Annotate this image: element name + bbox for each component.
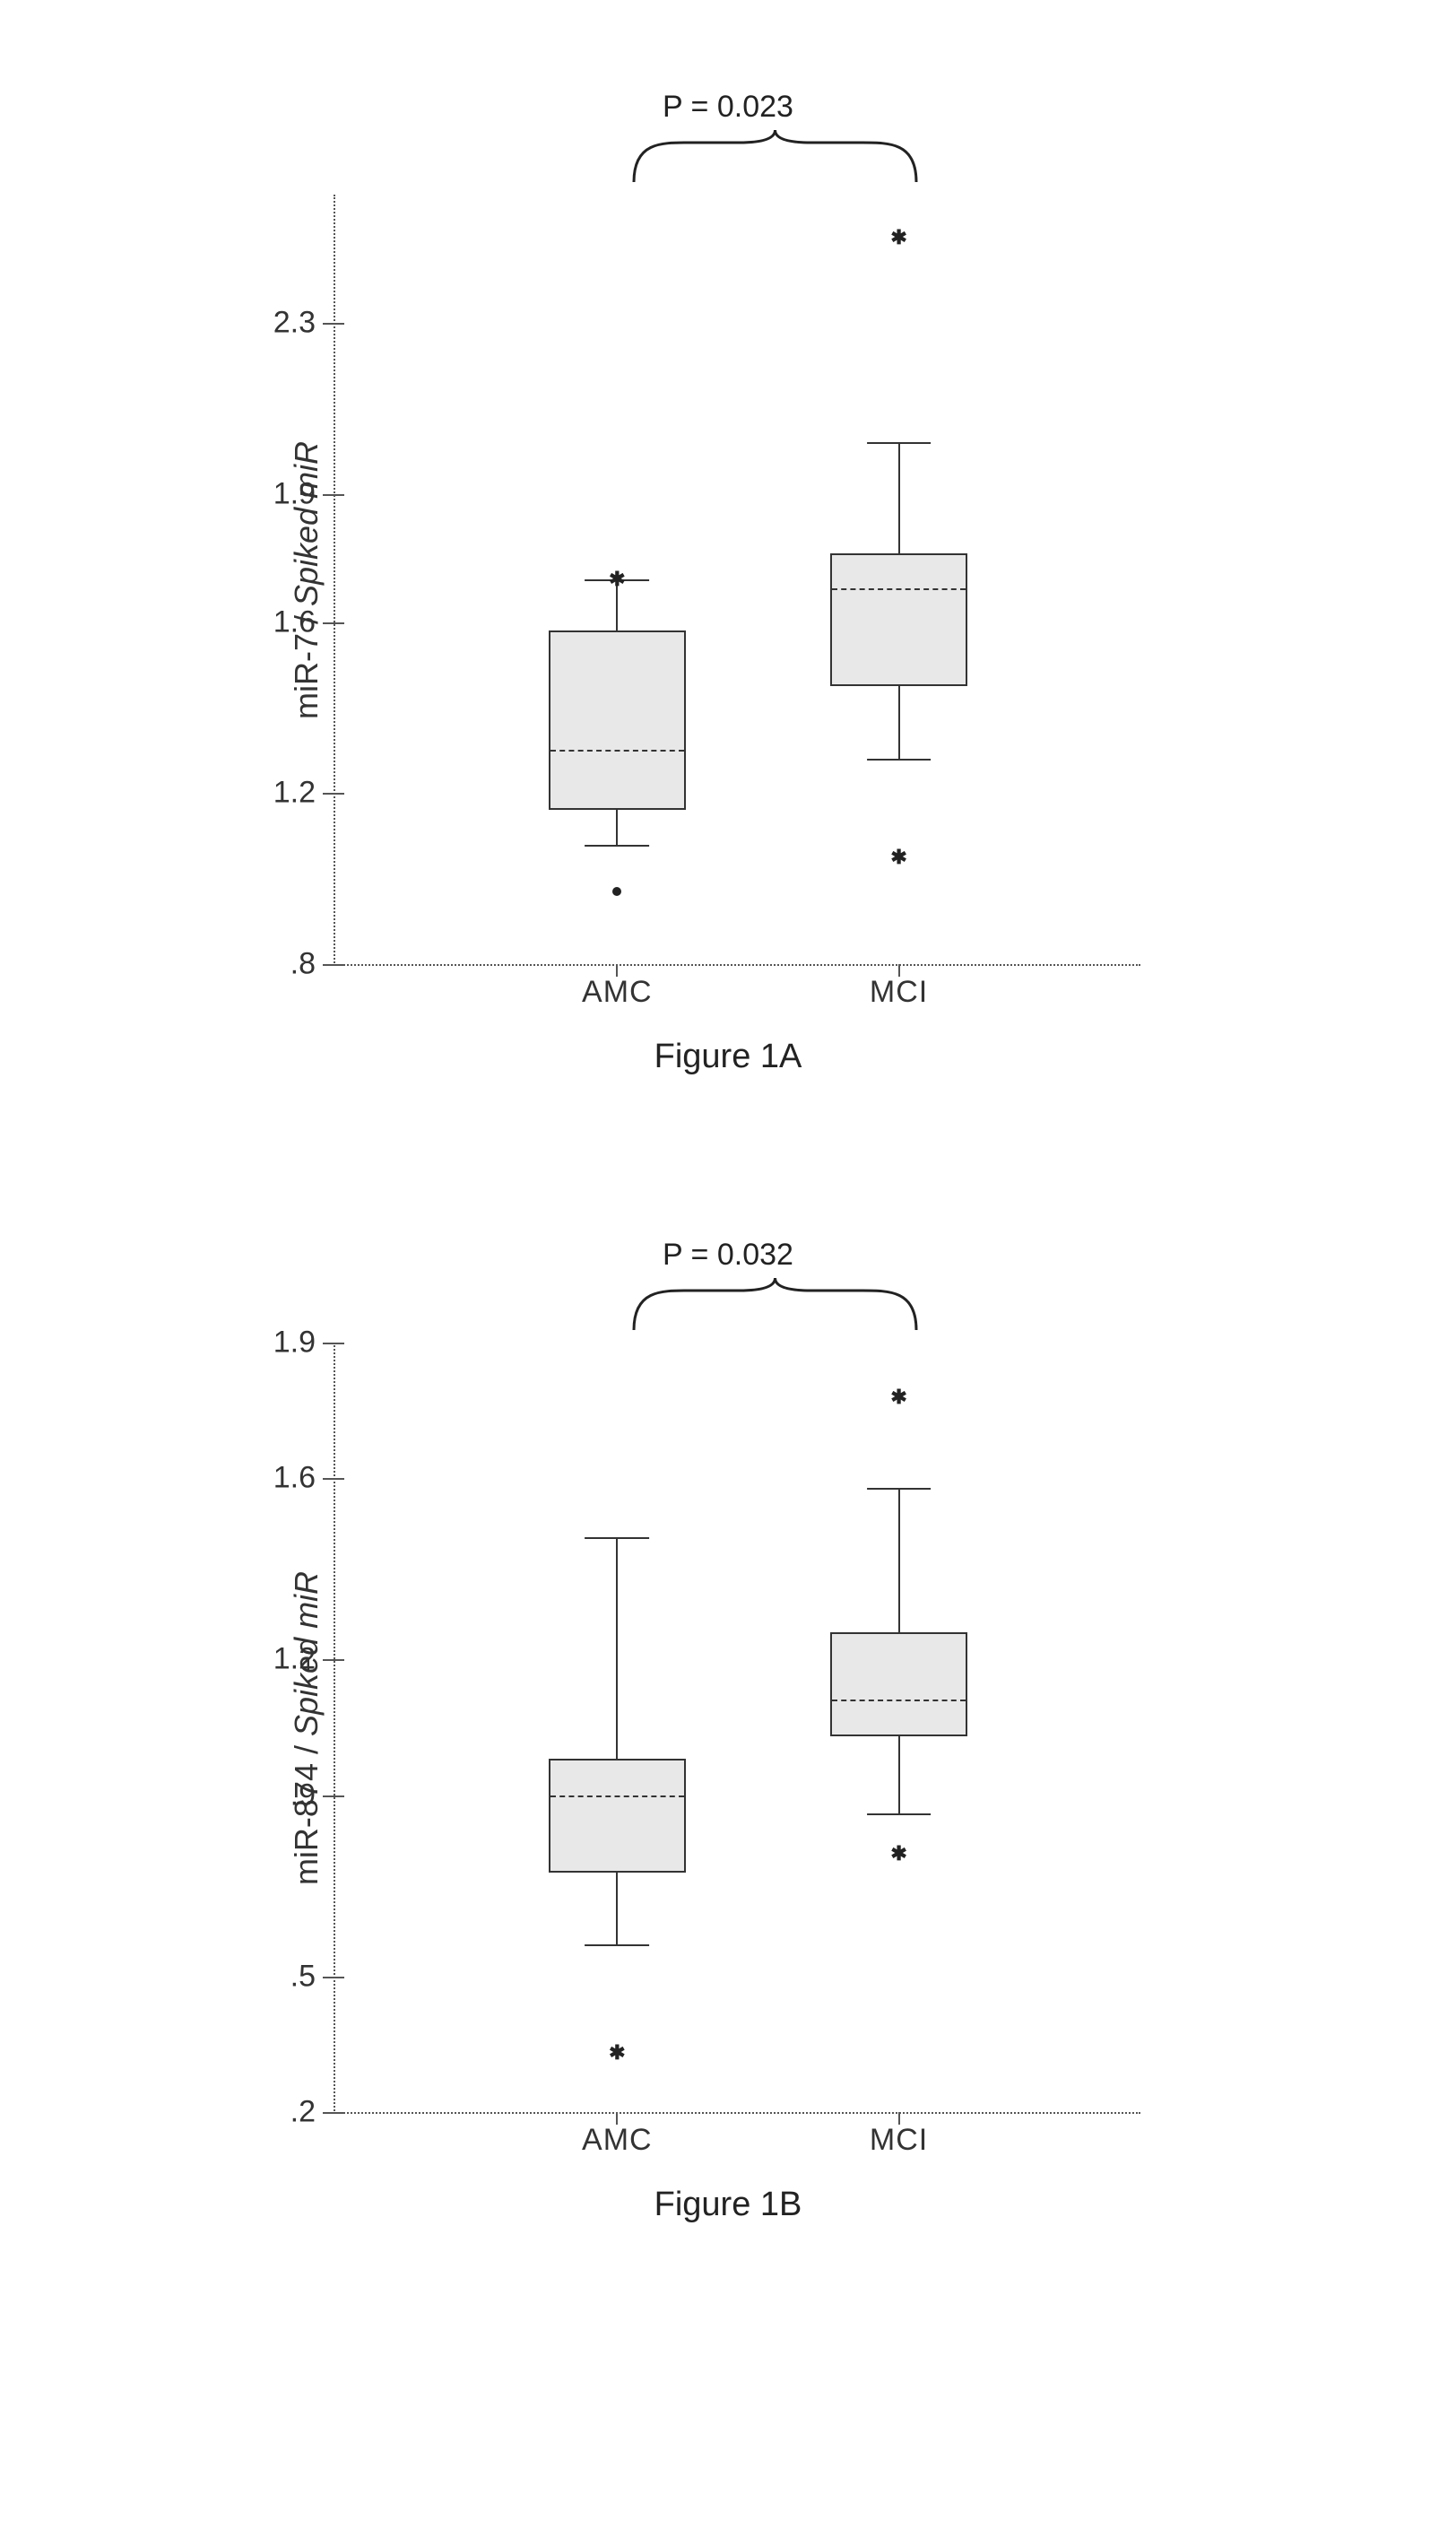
plot-area: .81.21.61.92.3AMC✱MCI✱✱ <box>334 195 1140 966</box>
y-tick-label: 1.2 <box>273 776 335 811</box>
median-line <box>832 1700 966 1701</box>
y-tick-label: .8 <box>290 947 335 982</box>
box <box>549 1759 686 1872</box>
whisker-upper <box>898 1488 900 1633</box>
y-tick-label: 2.3 <box>273 305 335 340</box>
x-tick-label: MCI <box>870 975 928 1010</box>
plot-area: .2.5.91.21.61.9AMC✱MCI✱✱ <box>334 1343 1140 2114</box>
whisker-cap-upper <box>867 1488 932 1490</box>
whisker-lower <box>898 1736 900 1813</box>
whisker-cap-lower <box>867 759 932 761</box>
median-line <box>832 588 966 590</box>
y-tick-label: .9 <box>290 1778 335 1813</box>
x-tick-label: AMC <box>582 975 653 1010</box>
y-tick-label: 1.2 <box>273 1642 335 1677</box>
p-value-label: P = 0.032 <box>280 1238 1176 1273</box>
whisker-cap-lower <box>585 1944 649 1946</box>
outlier-star: ✱ <box>609 2043 625 2063</box>
box <box>549 630 686 810</box>
whisker-lower <box>616 810 618 844</box>
y-tick-label: .2 <box>290 2095 335 2130</box>
y-axis-label: miR-874 / Spiked miR <box>280 1343 334 2114</box>
comparison-brace <box>351 126 1158 189</box>
fig1a-block: P = 0.023miR-7 / Spiked miR.81.21.61.92.… <box>280 90 1176 1076</box>
y-tick-label: .5 <box>290 1959 335 1994</box>
comparison-brace <box>351 1274 1158 1337</box>
y-tick-label: 1.6 <box>273 1461 335 1496</box>
figure-caption: Figure 1A <box>280 1038 1176 1076</box>
x-tick-label: MCI <box>870 2123 928 2158</box>
fig1b-block: P = 0.032miR-874 / Spiked miR.2.5.91.21.… <box>280 1238 1176 2224</box>
whisker-cap-upper <box>867 442 932 444</box>
outlier-star: ✱ <box>890 228 906 248</box>
outlier-star: ✱ <box>890 848 906 867</box>
y-tick-label: 1.9 <box>273 476 335 511</box>
outlier-star: ✱ <box>609 569 625 589</box>
whisker-upper <box>898 442 900 553</box>
y-tick-label: 1.6 <box>273 604 335 639</box>
whisker-cap-lower <box>585 845 649 847</box>
figures-root: P = 0.023miR-7 / Spiked miR.81.21.61.92.… <box>0 90 1456 2224</box>
box <box>830 1632 967 1736</box>
whisker-cap-upper <box>585 1537 649 1539</box>
outlier-dot <box>612 887 621 896</box>
outlier-star: ✱ <box>890 1387 906 1407</box>
box <box>830 553 967 686</box>
whisker-lower <box>898 686 900 759</box>
outlier-star: ✱ <box>890 1844 906 1864</box>
figure-caption: Figure 1B <box>280 2186 1176 2224</box>
whisker-cap-lower <box>867 1813 932 1815</box>
x-tick-label: AMC <box>582 2123 653 2158</box>
whisker-lower <box>616 1873 618 1945</box>
p-value-label: P = 0.023 <box>280 90 1176 125</box>
median-line <box>550 1795 684 1797</box>
median-line <box>550 750 684 752</box>
whisker-upper <box>616 1537 618 1759</box>
y-tick-label: 1.9 <box>273 1326 335 1361</box>
